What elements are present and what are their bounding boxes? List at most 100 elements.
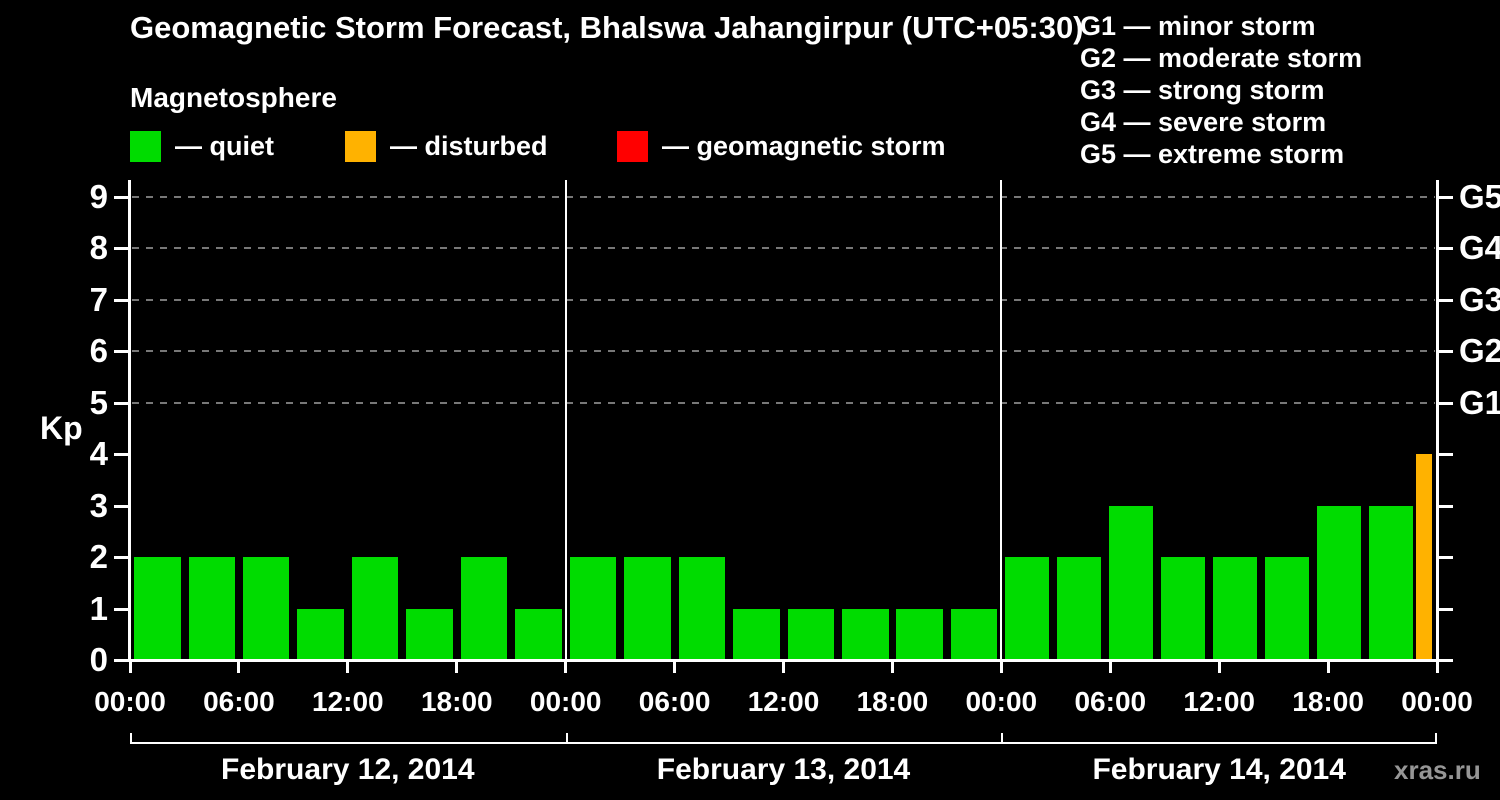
y-axis-tick	[1437, 298, 1453, 302]
kp-bar	[1109, 505, 1154, 659]
y-axis-tick	[114, 556, 130, 559]
y-axis-tick	[114, 195, 130, 199]
chart-title: Geomagnetic Storm Forecast, Bhalswa Jaha…	[130, 10, 1084, 45]
x-axis-label: 00:00	[529, 686, 602, 717]
y-axis-tick	[114, 401, 130, 405]
kp-bar	[188, 557, 235, 659]
x-axis-tick	[128, 662, 132, 673]
kp-bar	[733, 608, 780, 659]
kp-bar	[1265, 557, 1310, 659]
kp-bar	[1213, 557, 1258, 659]
y-axis-tick	[1437, 659, 1453, 662]
g-legend-item: G2 — moderate storm	[1080, 43, 1363, 73]
x-axis-label: 18:00	[420, 686, 493, 717]
x-axis-tick	[890, 662, 894, 673]
x-axis-label: 12:00	[311, 686, 384, 717]
kp-bar	[624, 557, 671, 659]
kp-bar	[896, 608, 943, 659]
x-axis-tick	[564, 662, 568, 673]
y-axis-label: 5	[89, 383, 108, 421]
x-axis-label: 18:00	[856, 686, 929, 717]
x-axis-label: 12:00	[747, 686, 820, 717]
g-axis-label: G5	[1459, 177, 1500, 215]
kp-bar-partial	[1416, 454, 1432, 659]
g-scale-legend: G1 — minor storm G2 — moderate storm G3 — …	[1080, 10, 1362, 170]
kp-bar	[1057, 557, 1102, 659]
y-axis-tick	[114, 504, 130, 508]
date-axis-line	[130, 742, 1437, 744]
y-axis-line	[128, 180, 131, 662]
x-axis-tick	[1435, 662, 1439, 673]
x-axis-tick	[673, 662, 677, 673]
kp-bar	[842, 608, 889, 659]
x-axis-label: 18:00	[1292, 686, 1364, 717]
y-axis-tick	[114, 298, 130, 302]
gridline	[132, 298, 1435, 301]
watermark: xras.ru	[1394, 755, 1481, 785]
date-label: February 14, 2014	[1092, 753, 1346, 786]
y-axis-tick	[1437, 247, 1453, 250]
kp-bar	[678, 557, 726, 659]
kp-bar	[1369, 505, 1413, 659]
x-axis-tick	[1108, 662, 1112, 673]
y-axis-tick	[1437, 195, 1453, 199]
g-legend-item: G3 — strong storm	[1080, 75, 1325, 105]
kp-bar	[297, 608, 344, 659]
x-axis-label: 00:00	[965, 686, 1038, 717]
y-axis-tick	[114, 453, 130, 456]
g-axis-label: G3	[1459, 280, 1500, 318]
y-axis-tick	[1437, 401, 1453, 405]
y-axis-label: 3	[89, 486, 108, 524]
x-axis-label: 06:00	[638, 686, 711, 717]
x-axis-label: 06:00	[203, 686, 275, 717]
day-separator-line	[564, 180, 567, 660]
x-axis-label: 00:00	[94, 686, 166, 717]
date-axis-tick	[130, 733, 132, 744]
x-axis-tick	[346, 662, 350, 673]
g-axis-label: G1	[1459, 383, 1500, 421]
x-axis-label: 06:00	[1074, 686, 1147, 717]
y-axis-label: 1	[89, 589, 108, 627]
y-axis-tick	[1437, 350, 1453, 353]
y-axis-label: 4	[89, 435, 108, 472]
kp-bar	[1161, 557, 1206, 659]
y-axis-label: 6	[89, 332, 108, 369]
kp-bar	[351, 557, 399, 659]
day-separator-line	[1000, 180, 1003, 660]
y-axis-tick	[114, 607, 130, 611]
kp-bar	[134, 557, 181, 659]
g-axis-label: G2	[1459, 332, 1500, 369]
x-axis-tick	[782, 662, 785, 673]
gridline	[132, 350, 1435, 352]
x-axis-label: 12:00	[1183, 686, 1255, 717]
kp-bar	[1005, 557, 1050, 659]
x-axis-tick	[1217, 662, 1221, 673]
x-axis-tick	[1326, 662, 1330, 673]
x-axis-tick	[455, 662, 459, 673]
date-label: February 12, 2014	[221, 753, 475, 786]
x-axis-line	[128, 659, 1439, 662]
g-axis-label: G4	[1459, 229, 1500, 266]
g-legend-item: G1 — minor storm	[1080, 11, 1316, 41]
x-axis-tick	[237, 662, 241, 673]
date-label: February 13, 2014	[656, 753, 911, 786]
y-axis-tick	[1437, 556, 1453, 559]
y-axis-label: 9	[89, 177, 108, 215]
y-axis-tick	[114, 247, 130, 250]
kp-bar	[1317, 505, 1362, 659]
gridline	[132, 247, 1435, 249]
kp-bar	[242, 557, 290, 659]
date-axis-tick	[565, 733, 568, 744]
kp-bar	[950, 608, 998, 659]
x-axis-tick	[999, 662, 1003, 673]
y-axis-tick	[114, 350, 130, 353]
right-axis-line	[1436, 180, 1439, 662]
kp-bar	[787, 608, 834, 659]
y-axis-label: 8	[89, 229, 108, 266]
y-axis-label: 7	[89, 280, 108, 318]
kp-bar	[460, 557, 508, 659]
y-axis-label: 2	[89, 538, 108, 575]
gridline	[132, 195, 1435, 198]
